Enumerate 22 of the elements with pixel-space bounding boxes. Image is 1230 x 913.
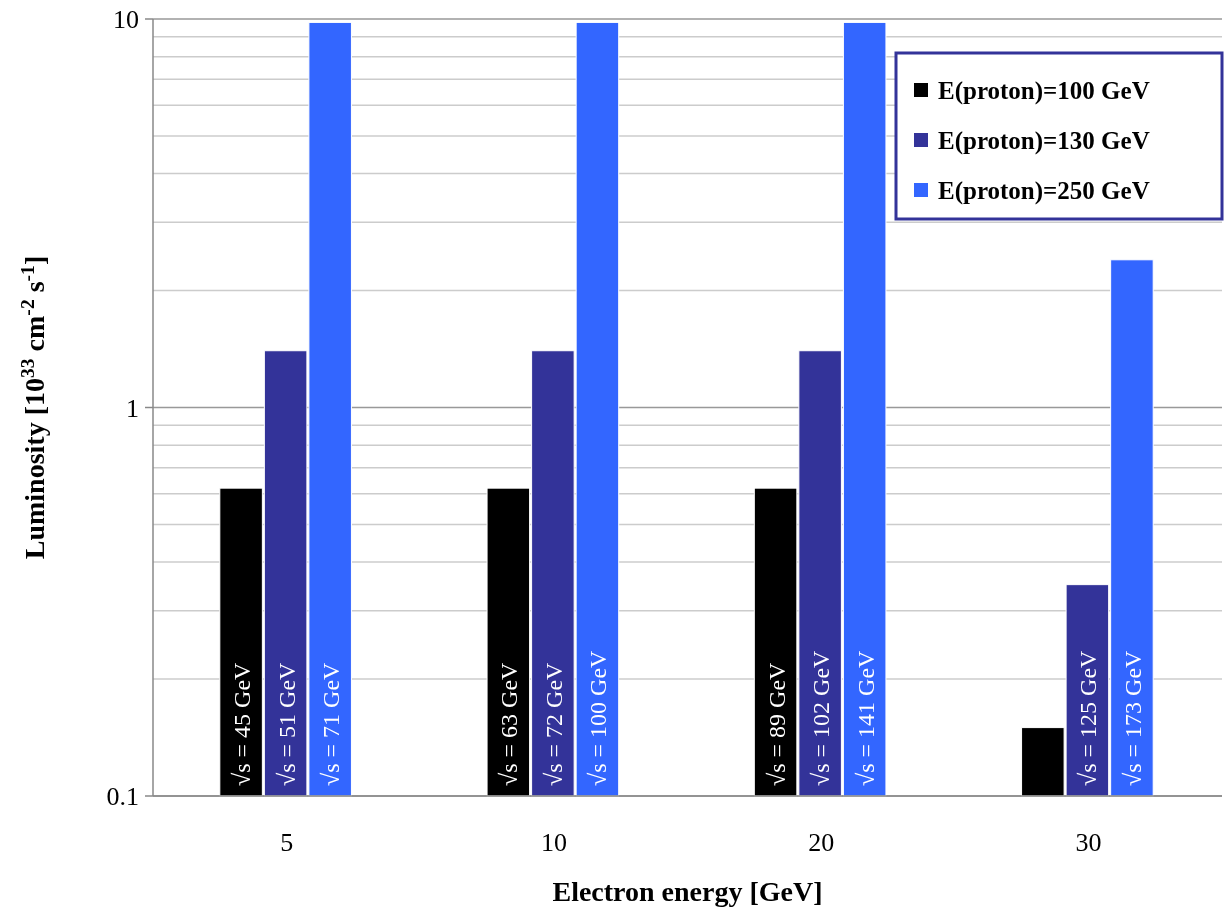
annotation: √s = 102 GeV — [808, 649, 835, 786]
annotation: √s = 45 GeV — [229, 661, 256, 786]
annotation: √s = 63 GeV — [496, 661, 523, 786]
x-tick-label: 10 — [540, 828, 567, 857]
annotation: √s = 141 GeV — [852, 649, 879, 786]
x-tick-label: 5 — [280, 828, 294, 857]
annotation: √s = 71 GeV — [318, 661, 345, 786]
x-axis-title: Electron energy [GeV] — [552, 876, 823, 907]
annotation: √s = 173 GeV — [1119, 649, 1146, 786]
annotation: √s = 100 GeV — [585, 649, 612, 786]
y-tick-label: 0.1 — [106, 782, 139, 812]
legend-label: E(proton)=130 GeV — [938, 126, 1150, 155]
annotation: √s = 51 GeV — [273, 661, 300, 786]
y-tick-label: 1 — [126, 393, 139, 423]
x-tick-label: 20 — [808, 828, 835, 857]
annotation: √s = 125 GeV — [1075, 649, 1102, 786]
legend-label: E(proton)=100 GeV — [938, 76, 1150, 105]
y-tick-label: 10 — [113, 5, 139, 35]
x-tick-label: 30 — [1075, 828, 1102, 857]
annotation: √s = 89 GeV — [763, 661, 790, 786]
legend-label: E(proton)=250 GeV — [938, 176, 1150, 205]
annotation: √s = 72 GeV — [540, 661, 567, 786]
